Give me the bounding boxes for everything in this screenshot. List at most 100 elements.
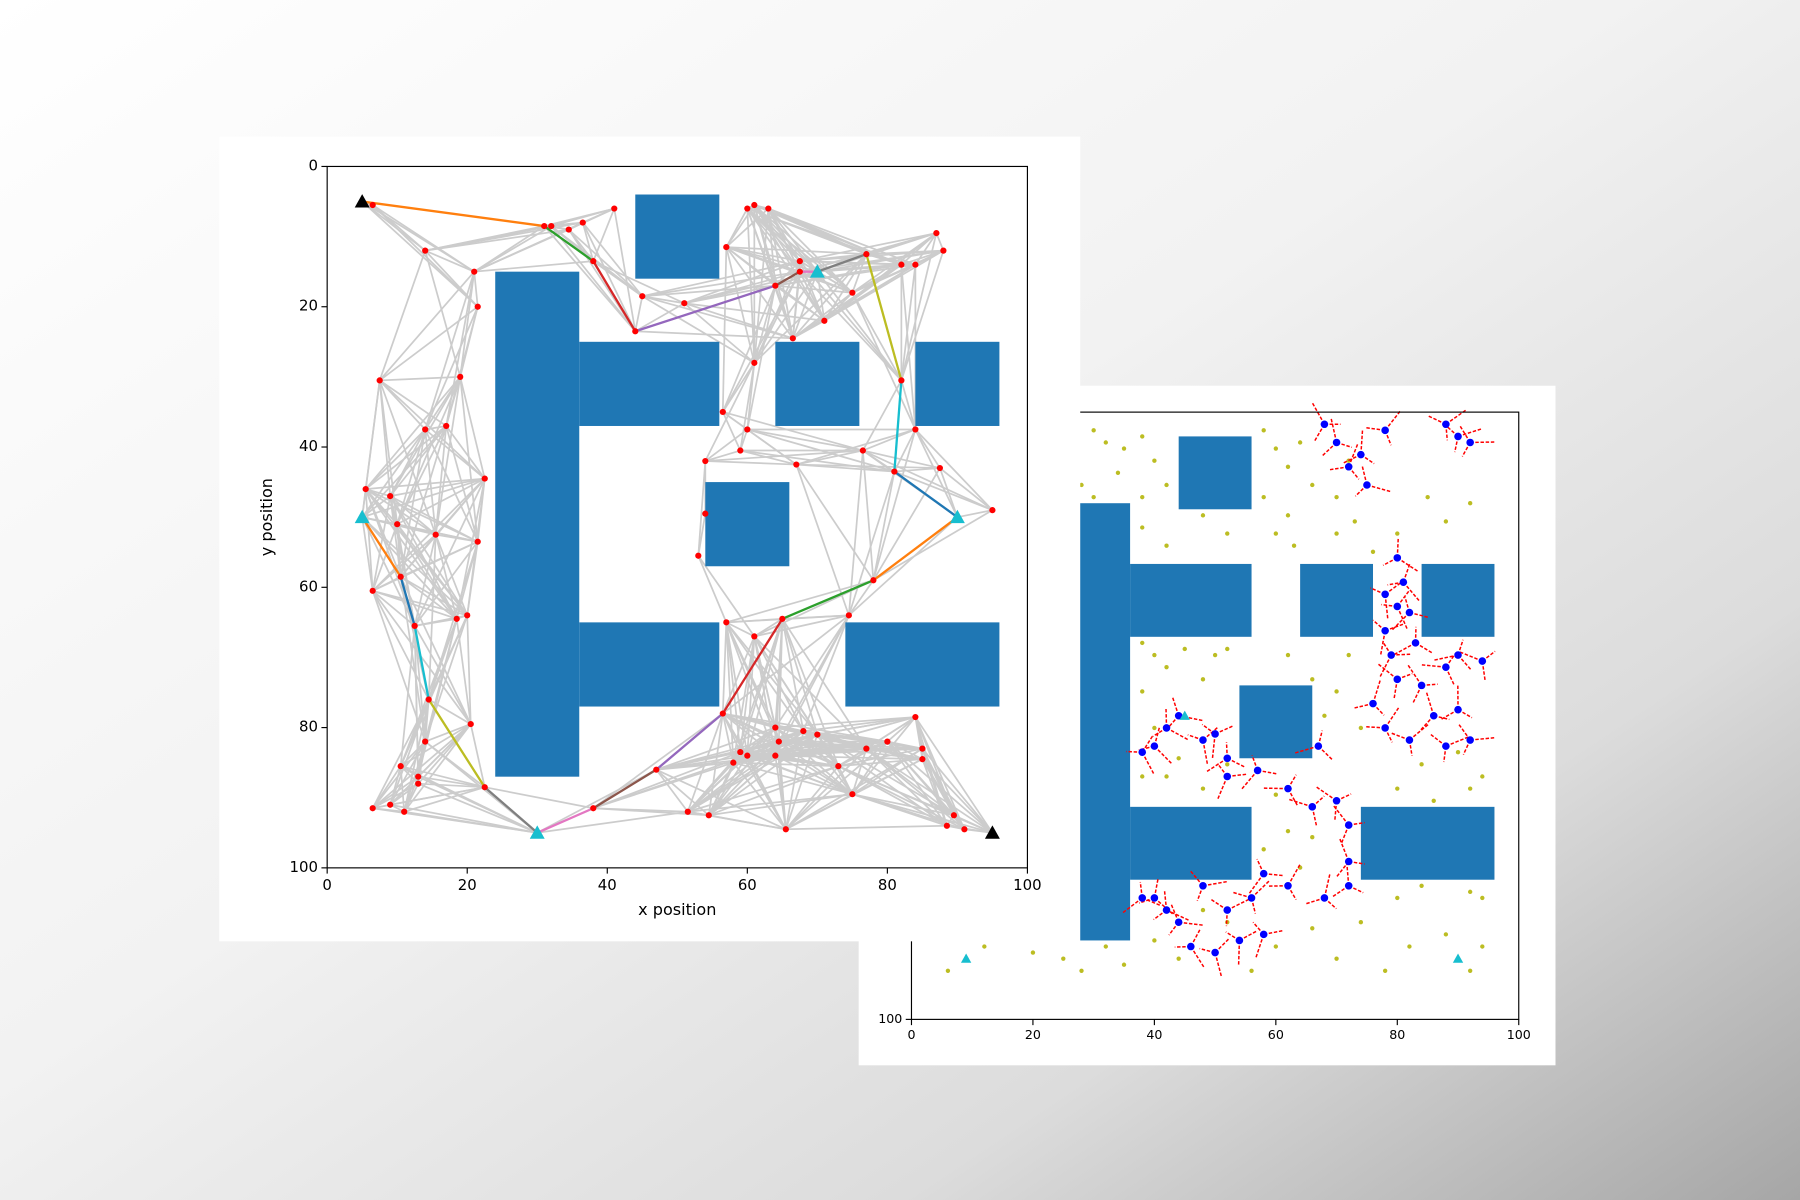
particle-ray [1166, 909, 1190, 922]
node [422, 426, 429, 433]
roadmap-edge [817, 249, 944, 273]
roadmap-edge [935, 232, 945, 251]
sample-point [1140, 525, 1145, 530]
roadmap-edge [417, 782, 538, 834]
particle-ray [1251, 879, 1271, 899]
roadmap-edge [390, 477, 485, 497]
particle-ray [1384, 706, 1400, 729]
particle-ray [1470, 736, 1496, 741]
roadmap-edge [697, 555, 728, 623]
particle [1363, 481, 1371, 489]
particle-ray [1153, 745, 1173, 765]
node [611, 205, 618, 212]
particle [1199, 736, 1207, 744]
start-goal-marker [949, 509, 965, 524]
roadmap-edge [753, 271, 819, 364]
sample-point [1310, 677, 1315, 682]
sample-point [1291, 543, 1297, 548]
x-tick-label: 80 [878, 876, 897, 894]
particle-ray [1141, 751, 1155, 775]
node [779, 615, 786, 622]
roadmap-edge [684, 260, 801, 305]
particle [1393, 675, 1402, 684]
roadmap-edge [862, 450, 875, 581]
particle-ray [1379, 654, 1392, 678]
roadmap-edge [957, 509, 993, 519]
node [415, 780, 422, 787]
particle-ray [1391, 611, 1410, 631]
roadmap-edge [753, 618, 783, 638]
roadmap-edge [424, 271, 476, 430]
particle-ray [1408, 723, 1430, 741]
roadmap-edge [708, 793, 853, 817]
node [912, 426, 919, 433]
node [730, 759, 737, 766]
node [632, 328, 639, 335]
particle [1162, 906, 1171, 914]
node [695, 552, 702, 559]
roadmap-edge [746, 755, 787, 830]
particle-ray [1379, 630, 1386, 656]
roadmap-edge [425, 221, 583, 252]
roadmap-edge [725, 621, 755, 638]
particle [1454, 651, 1462, 659]
sample-point [1103, 944, 1108, 949]
particle [1211, 730, 1219, 738]
sample-point [1115, 470, 1121, 476]
roadmap-edge [372, 589, 468, 617]
roadmap-edge [365, 425, 447, 490]
node [961, 826, 968, 833]
particle-ray [1226, 898, 1251, 911]
node [884, 738, 891, 745]
particle [1284, 784, 1292, 793]
roadmap-edge [722, 712, 776, 757]
roadmap-edge [914, 249, 944, 266]
particle-ray [1202, 880, 1228, 887]
roadmap-edge [362, 516, 478, 543]
sample-point [1261, 847, 1266, 852]
roadmap-edge [568, 228, 643, 297]
x-tick-label: 60 [1268, 1027, 1284, 1042]
sample-point [1164, 774, 1169, 779]
particle [1381, 626, 1389, 635]
particle [1344, 462, 1353, 471]
particle [1411, 639, 1420, 647]
roadmap-edge [404, 810, 538, 834]
sample-point [1285, 828, 1291, 834]
roadmap-edge [872, 471, 896, 581]
particle-ray [1263, 929, 1285, 936]
node [772, 752, 779, 759]
node [653, 766, 660, 773]
particle-ray [1202, 739, 1209, 766]
roadmap-edge [371, 765, 402, 809]
roadmap-edge [414, 541, 479, 627]
sample-point [1467, 968, 1473, 973]
roadmap-edge [399, 625, 416, 767]
particle-ray [1166, 727, 1190, 741]
roadmap-edge [851, 716, 917, 795]
node [397, 573, 404, 580]
start-goal-marker [354, 194, 370, 208]
roadmap-edge [445, 376, 462, 427]
roadmap-edge [739, 362, 756, 451]
node [898, 261, 905, 268]
roadmap-edge [739, 618, 784, 753]
sample-point [1200, 677, 1206, 682]
roadmap-edge [704, 362, 756, 462]
roadmap-edge [796, 449, 864, 466]
particle-ray [1214, 952, 1223, 978]
obstacle [705, 482, 790, 567]
roadmap-edge [725, 621, 819, 736]
sample-point [1182, 646, 1187, 652]
roadmap-edge [852, 793, 993, 834]
sample-point [1419, 883, 1424, 888]
sample-point [1480, 774, 1485, 779]
sample-point [1061, 956, 1066, 961]
node [362, 486, 369, 493]
sample-point [1273, 792, 1279, 797]
node [737, 447, 744, 454]
roadmap-edge [361, 516, 458, 620]
particle [1393, 602, 1402, 611]
path-segment [816, 253, 867, 273]
